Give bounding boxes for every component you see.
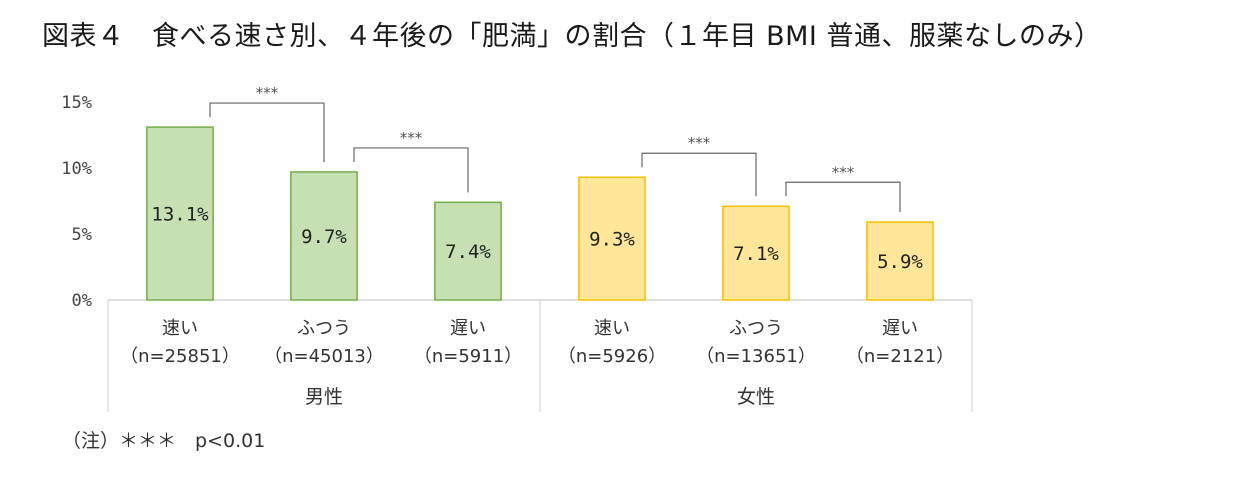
bar xyxy=(578,176,646,301)
significance-bracket xyxy=(209,102,325,162)
sample-size-label: （n=45013） xyxy=(264,346,384,367)
sample-size-label: （n=2121） xyxy=(846,346,954,367)
significance-marker: *** xyxy=(256,84,279,102)
category-label: 遅い xyxy=(450,318,486,339)
group-label: 女性 xyxy=(737,386,775,408)
sample-size-label: （n=25851） xyxy=(120,346,240,367)
bar xyxy=(290,171,358,301)
significance-marker: *** xyxy=(832,163,855,181)
y-tick-label: 15% xyxy=(61,93,92,113)
data-label: 13.1% xyxy=(151,204,209,226)
significance-bracket xyxy=(785,181,901,213)
bar xyxy=(434,201,502,301)
category-label: ふつう xyxy=(297,318,351,339)
chart-title: 図表４ 食べる速さ別、４年後の「肥満」の割合（１年目 BMI 普通、服薬なしのみ… xyxy=(42,21,1102,52)
bar xyxy=(146,126,214,301)
y-tick-label: 10% xyxy=(61,159,92,179)
bar xyxy=(722,205,790,301)
sample-size-label: （n=13651） xyxy=(696,346,816,367)
category-label: 速い xyxy=(162,318,198,339)
significance-note: （注）＊＊＊ p<0.01 xyxy=(62,430,266,452)
data-label: 9.3% xyxy=(589,229,635,251)
y-tick-label: 0% xyxy=(72,291,92,311)
significance-bracket xyxy=(353,147,469,193)
y-tick-label: 5% xyxy=(72,225,92,245)
sample-size-label: （n=5926） xyxy=(558,346,666,367)
data-label: 7.4% xyxy=(445,241,491,263)
significance-marker: *** xyxy=(688,134,711,152)
significance-bracket xyxy=(641,152,757,197)
category-label: 遅い xyxy=(882,318,918,339)
group-label: 男性 xyxy=(305,386,343,408)
category-label: 速い xyxy=(594,318,630,339)
data-label: 5.9% xyxy=(877,251,923,273)
significance-marker: *** xyxy=(400,129,423,147)
data-label: 7.1% xyxy=(733,243,779,265)
bar xyxy=(866,221,934,301)
sample-size-label: （n=5911） xyxy=(414,346,522,367)
category-label: ふつう xyxy=(729,318,783,339)
data-label: 9.7% xyxy=(301,226,347,248)
